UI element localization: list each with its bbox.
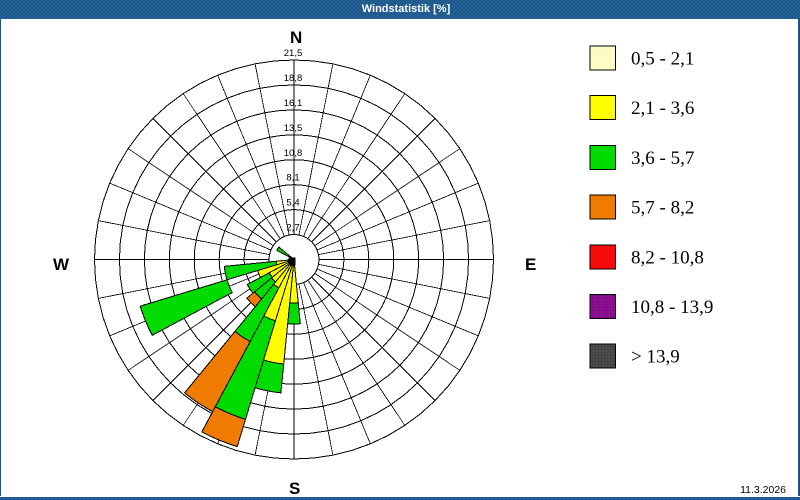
svg-text:18,8: 18,8 xyxy=(284,73,303,84)
svg-text:13,5: 13,5 xyxy=(284,123,303,134)
svg-text:16,1: 16,1 xyxy=(284,98,303,109)
svg-text:5,7 - 8,2: 5,7 - 8,2 xyxy=(631,198,694,219)
svg-text:2,1 - 3,6: 2,1 - 3,6 xyxy=(631,98,694,119)
svg-text:8,2 - 10,8: 8,2 - 10,8 xyxy=(631,247,704,268)
svg-text:> 13,9: > 13,9 xyxy=(631,347,680,368)
svg-text:0,5 - 2,1: 0,5 - 2,1 xyxy=(631,49,694,70)
svg-text:8,1: 8,1 xyxy=(286,173,299,184)
svg-text:5,4: 5,4 xyxy=(286,198,299,209)
svg-text:21,5: 21,5 xyxy=(284,48,303,59)
svg-text:10,8: 10,8 xyxy=(284,148,303,159)
svg-text:2,7: 2,7 xyxy=(286,223,299,234)
svg-text:10,8 - 13,9: 10,8 - 13,9 xyxy=(631,297,713,318)
svg-text:3,6 - 5,7: 3,6 - 5,7 xyxy=(631,148,694,169)
